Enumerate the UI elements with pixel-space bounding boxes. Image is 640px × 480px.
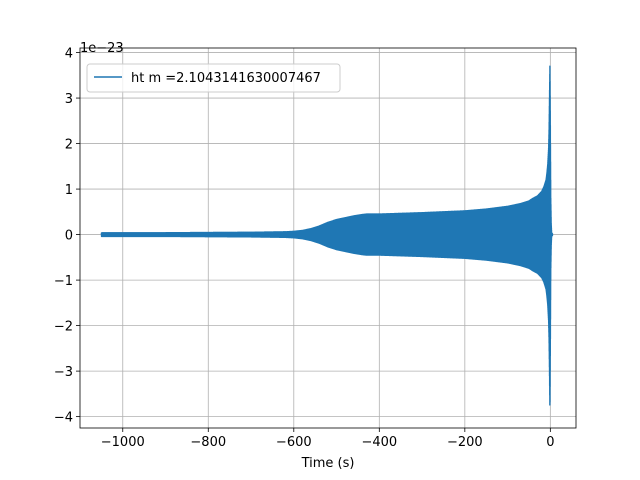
x-tick-label: −800 xyxy=(190,435,226,450)
y-tick-label: 4 xyxy=(65,47,73,62)
y-tick-label: 1 xyxy=(65,183,73,198)
legend-box xyxy=(86,63,341,93)
x-axis-ticks: −1000 −800 −600 −400 −200 0 xyxy=(101,428,554,450)
x-tick-label: −200 xyxy=(447,435,483,450)
x-tick-label: −1000 xyxy=(101,435,145,450)
y-tick-label: 3 xyxy=(65,92,73,107)
y-tick-label: −1 xyxy=(54,274,73,289)
y-axis-ticks: −4 −3 −2 −1 0 1 2 3 4 xyxy=(54,47,80,426)
x-tick-label: −400 xyxy=(361,435,397,450)
legend-label: ht m =2.1043141630007467 xyxy=(131,71,321,86)
y-tick-label: −3 xyxy=(54,365,73,380)
x-tick-label: −600 xyxy=(276,435,312,450)
series-line xyxy=(100,65,554,406)
x-axis-label: Time (s) xyxy=(301,456,355,471)
y-tick-label: −2 xyxy=(54,320,73,335)
y-tick-label: −4 xyxy=(54,411,73,426)
y-tick-label: 0 xyxy=(65,229,73,244)
y-tick-label: 2 xyxy=(65,138,73,153)
x-tick-label: 0 xyxy=(546,435,554,450)
axes-frame xyxy=(79,47,577,429)
legend: ht m =2.1043141630007467 xyxy=(86,63,341,93)
plot-area xyxy=(100,65,554,406)
y-axis-scale-label: 1e−23 xyxy=(80,41,124,56)
